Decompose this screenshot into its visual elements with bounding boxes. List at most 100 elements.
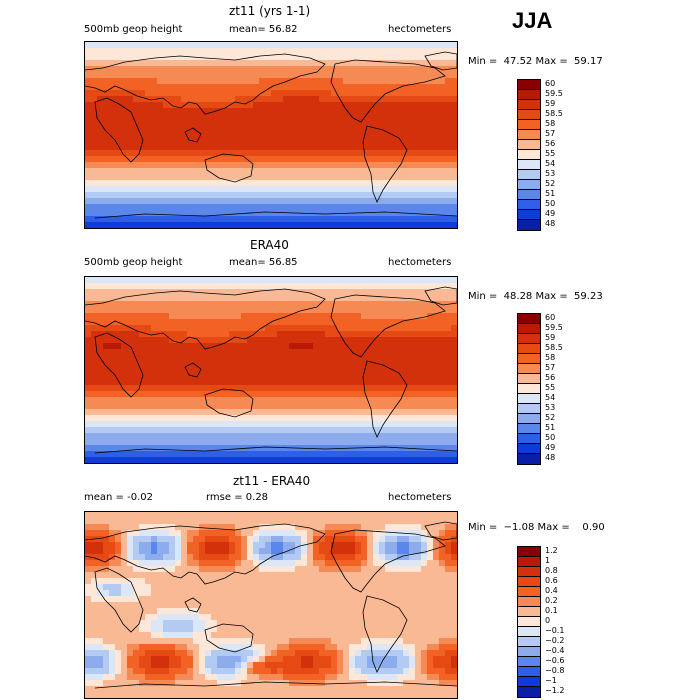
contour-cell xyxy=(157,204,164,211)
contour-cell xyxy=(97,216,104,223)
contour-cell xyxy=(367,566,374,573)
contour-cell xyxy=(415,578,422,585)
contour-cell xyxy=(385,60,392,67)
contour-cell xyxy=(409,156,416,163)
contour-cell xyxy=(391,518,398,525)
contour-cell xyxy=(397,72,404,79)
contour-cell xyxy=(421,319,428,326)
contour-cell xyxy=(157,409,164,416)
contour-cell xyxy=(343,518,350,525)
contour-cell xyxy=(193,542,200,549)
contour-cell xyxy=(271,138,278,145)
contour-cell xyxy=(181,590,188,597)
contour-cell xyxy=(169,373,176,380)
contour-cell xyxy=(439,397,446,404)
contour-cell xyxy=(307,433,314,440)
contour-cell xyxy=(241,90,248,97)
contour-cell xyxy=(133,313,140,320)
contour-cell xyxy=(271,90,278,97)
contour-cell xyxy=(349,301,356,308)
contour-cell xyxy=(235,361,242,368)
contour-cell xyxy=(145,192,152,199)
contour-cell xyxy=(187,186,194,193)
contour-cell xyxy=(85,421,92,428)
contour-cell xyxy=(391,554,398,561)
contour-cell xyxy=(415,596,422,603)
contour-cell xyxy=(433,373,440,380)
contour-cell xyxy=(397,524,404,531)
contour-cell xyxy=(343,72,350,79)
contour-cell xyxy=(169,578,176,585)
contour-cell xyxy=(337,355,344,362)
contour-cell xyxy=(319,367,326,374)
contour-cell xyxy=(325,295,332,302)
contour-cell xyxy=(307,283,314,290)
contour-cell xyxy=(319,331,326,338)
contour-cell xyxy=(85,114,92,121)
contour-cell xyxy=(145,614,152,621)
contour-cell xyxy=(397,42,404,49)
contour-cell xyxy=(439,42,446,49)
contour-cell xyxy=(163,608,170,615)
contour-cell xyxy=(265,138,272,145)
contour-cell xyxy=(157,216,164,223)
contour-cell xyxy=(259,427,266,434)
contour-cell xyxy=(199,548,206,555)
contour-cell xyxy=(433,445,440,452)
contour-cell xyxy=(163,361,170,368)
contour-cell xyxy=(115,548,122,555)
colorbar-swatch xyxy=(518,110,540,120)
contour-cell xyxy=(205,108,212,115)
colorbar-swatch xyxy=(518,424,540,434)
contour-cell xyxy=(235,42,242,49)
contour-cell xyxy=(115,72,122,79)
contour-cell xyxy=(361,198,368,205)
contour-cell xyxy=(193,114,200,121)
contour-cell xyxy=(211,367,218,374)
contour-cell xyxy=(289,102,296,109)
contour-cell xyxy=(319,120,326,127)
contour-cell xyxy=(133,198,140,205)
contour-cell xyxy=(427,457,434,463)
contour-cell xyxy=(295,524,302,531)
contour-cell xyxy=(289,204,296,211)
contour-cell xyxy=(379,216,386,223)
contour-cell xyxy=(103,536,110,543)
contour-cell xyxy=(427,385,434,392)
contour-cell xyxy=(343,572,350,579)
contour-cell xyxy=(397,584,404,591)
contour-cell xyxy=(433,349,440,356)
contour-cell xyxy=(271,355,278,362)
contour-cell xyxy=(319,451,326,458)
contour-cell xyxy=(319,307,326,314)
contour-cell xyxy=(169,277,176,284)
contour-cell xyxy=(163,457,170,463)
contour-cell xyxy=(289,355,296,362)
contour-cell xyxy=(439,608,446,615)
contour-cell xyxy=(241,192,248,199)
contour-cell xyxy=(337,415,344,422)
contour-cell xyxy=(283,168,290,175)
contour-cell xyxy=(319,156,326,163)
contour-cell xyxy=(325,361,332,368)
contour-cell xyxy=(349,602,356,609)
contour-cell xyxy=(361,590,368,597)
contour-cell xyxy=(217,301,224,308)
contour-cell xyxy=(343,114,350,121)
contour-cell xyxy=(211,596,218,603)
contour-cell xyxy=(139,536,146,543)
contour-cell xyxy=(187,156,194,163)
contour-cell xyxy=(121,349,128,356)
contour-cell xyxy=(373,174,380,181)
contour-cell xyxy=(175,120,182,127)
contour-cell xyxy=(421,548,428,555)
contour-cell xyxy=(277,518,284,525)
contour-cell xyxy=(235,102,242,109)
contour-cell xyxy=(175,415,182,422)
contour-cell xyxy=(115,132,122,139)
contour-cell xyxy=(361,409,368,416)
contour-cell xyxy=(217,114,224,121)
contour-cell xyxy=(109,361,116,368)
contour-cell xyxy=(145,222,152,228)
contour-cell xyxy=(253,566,260,573)
